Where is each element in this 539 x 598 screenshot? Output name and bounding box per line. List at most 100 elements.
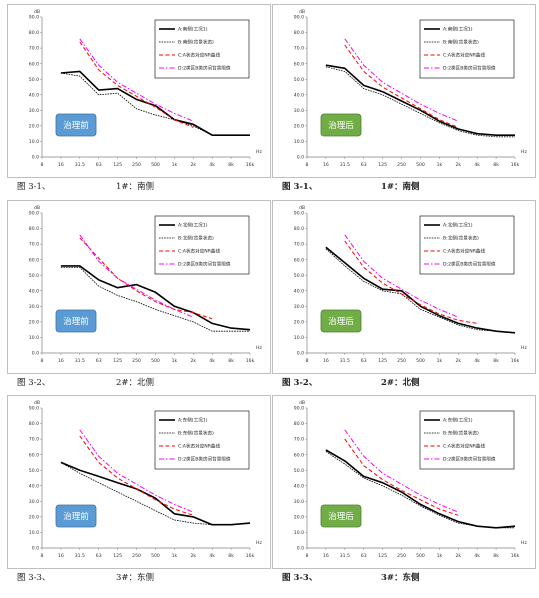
x-tick-label: 1k [172, 358, 178, 364]
y-tick-label: 60.0 [294, 452, 304, 458]
x-tick-label: 125 [113, 162, 122, 168]
chart-panel-6: 0.0 10.0 20.0 30.0 40.0 50.0 60.0 70.0 80.0 90.0 d… [272, 395, 536, 588]
x-tick-label: 16 [323, 358, 329, 364]
figure-caption: 图 3-2、 2#：北侧 [282, 376, 532, 390]
y-tick-label: 70.0 [294, 46, 304, 52]
legend-label: B:东侧(背景状态) [443, 430, 479, 437]
y-tick-label: 70.0 [29, 46, 39, 52]
y-tick-label: 50.0 [29, 77, 39, 83]
y-tick-label: 10.0 [294, 139, 304, 145]
noise-spectrum-chart: 0.0 10.0 20.0 30.0 40.0 50.0 60.0 70.0 80.0 90.0d… [294, 9, 528, 168]
legend-label: D:2类区B类房间背景限值 [443, 261, 496, 268]
status-badge [320, 504, 362, 528]
series-line-b [325, 66, 515, 138]
chart-frame: 0.0 10.0 20.0 30.0 40.0 50.0 60.0 70.0 80.0 90.0 d… [272, 4, 536, 178]
x-tick-label: 4k [209, 162, 215, 168]
chart-frame: 0.0 10.0 20.0 30.0 40.0 50.0 60.0 70.0 80.0 90.0 d… [7, 395, 271, 569]
noise-spectrum-chart: 0.0 10.0 20.0 30.0 40.0 50.0 60.0 70.0 80.0 90.0d… [29, 400, 263, 559]
y-tick-label: 80.0 [294, 226, 304, 232]
status-badge-label: 治理后 [328, 511, 354, 522]
x-tick-label: 16k [511, 162, 520, 168]
y-tick-label: 40.0 [29, 483, 39, 489]
legend-label: A:东侧(工况1) [178, 417, 208, 424]
series-line-d [344, 429, 459, 513]
caption-location: 2#：北侧 [381, 378, 420, 388]
chart-panel-1: 0.0 10.0 20.0 30.0 40.0 50.0 60.0 70.0 80.0 90.0 d… [7, 4, 271, 197]
x-tick-label: 125 [113, 553, 122, 559]
status-badge [55, 113, 97, 137]
y-tick-label: 0.0 [32, 351, 39, 357]
y-tick-label: 90.0 [294, 406, 304, 412]
legend-label: A:南侧(工况1) [443, 26, 473, 33]
y-tick-label: 0.0 [297, 155, 304, 161]
x-tick-label: 1k [437, 162, 443, 168]
status-badge-label: 治理前 [63, 511, 89, 522]
x-tick-label: 16k [511, 358, 520, 364]
x-tick-label: 4k [209, 358, 215, 364]
x-tick-label: 2k [455, 162, 461, 168]
x-tick-label: 16 [323, 553, 329, 559]
caption-location: 2#：北侧 [116, 378, 155, 388]
y-tick-label: 20.0 [294, 123, 304, 129]
y-tick-label: 80.0 [29, 226, 39, 232]
x-unit-label: Hz [256, 149, 262, 155]
status-badge-label: 治理后 [328, 316, 354, 327]
y-tick-label: 30.0 [29, 499, 39, 505]
y-tick-label: 50.0 [29, 273, 39, 279]
y-tick-label: 70.0 [29, 242, 39, 248]
x-unit-label: Hz [256, 540, 262, 546]
legend-label: B:东侧(背景状态) [178, 430, 214, 437]
legend-label: B:北侧(背景状态) [443, 235, 479, 242]
x-tick-label: 125 [378, 553, 387, 559]
x-tick-label: 16k [511, 553, 520, 559]
legend-label: C:A状态对应NR曲线 [178, 248, 220, 255]
caption-number: 图 3-1、 [282, 182, 318, 192]
y-tick-label: 40.0 [294, 483, 304, 489]
y-tick-label: 0.0 [297, 546, 304, 552]
x-tick-label: 16k [246, 358, 255, 364]
y-tick-label: 70.0 [294, 242, 304, 248]
legend-label: D:2类区B类房间背景限值 [443, 65, 496, 72]
status-badge [320, 113, 362, 137]
x-tick-label: 8 [306, 358, 309, 364]
y-tick-label: 70.0 [29, 437, 39, 443]
x-tick-label: 31.5 [75, 358, 85, 364]
x-tick-label: 31.5 [75, 162, 85, 168]
y-tick-label: 30.0 [294, 304, 304, 310]
x-tick-label: 8k [228, 553, 234, 559]
x-unit-label: Hz [256, 345, 262, 351]
x-tick-label: 8 [306, 162, 309, 168]
x-tick-label: 63 [96, 358, 102, 364]
legend-label: A:北侧(工况1) [443, 222, 473, 229]
figure-caption: 图 3-3、 3#：东侧 [17, 571, 267, 585]
y-tick-label: 30.0 [29, 304, 39, 310]
legend-label: B:北侧(背景状态) [178, 235, 214, 242]
y-tick-label: 10.0 [29, 139, 39, 145]
y-tick-label: 10.0 [294, 530, 304, 536]
y-tick-label: 30.0 [294, 108, 304, 114]
noise-spectrum-chart: 0.0 10.0 20.0 30.0 40.0 50.0 60.0 70.0 80.0 90.0d… [29, 9, 263, 168]
chart-panel-5: 0.0 10.0 20.0 30.0 40.0 50.0 60.0 70.0 80.0 90.0 d… [7, 395, 271, 588]
x-tick-label: 2k [190, 553, 196, 559]
series-line-a [325, 246, 516, 334]
y-tick-label: 90.0 [29, 211, 39, 217]
x-tick-label: 63 [96, 553, 102, 559]
legend-label: D:2类区B类房间背景限值 [178, 456, 231, 463]
x-tick-label: 63 [96, 162, 102, 168]
x-tick-label: 1k [172, 162, 178, 168]
x-tick-label: 8 [306, 553, 309, 559]
x-tick-label: 250 [132, 553, 141, 559]
y-tick-label: 40.0 [294, 92, 304, 98]
x-tick-label: 2k [190, 162, 196, 168]
x-tick-label: 31.5 [340, 162, 350, 168]
caption-number: 图 3-2、 [282, 378, 318, 388]
y-tick-label: 20.0 [29, 319, 39, 325]
y-tick-label: 60.0 [29, 61, 39, 67]
y-tick-label: 60.0 [29, 452, 39, 458]
y-tick-label: 20.0 [294, 514, 304, 520]
series-line-d [79, 429, 194, 513]
series-line-a [60, 70, 250, 136]
x-unit-label: Hz [521, 345, 527, 351]
y-unit-label: dB [299, 9, 305, 15]
x-tick-label: 16 [58, 162, 64, 168]
